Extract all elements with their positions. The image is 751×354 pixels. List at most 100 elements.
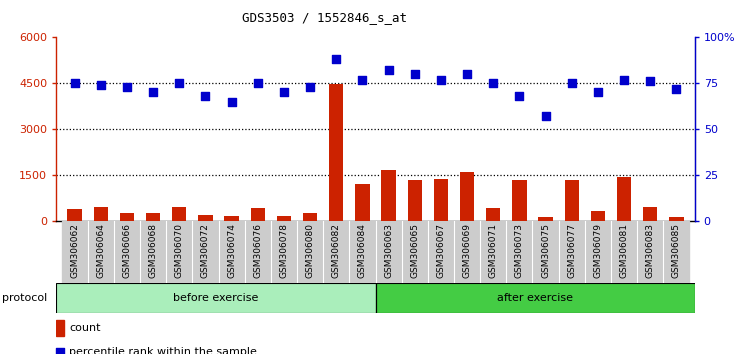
Point bbox=[147, 90, 159, 95]
Text: GSM306073: GSM306073 bbox=[515, 223, 524, 278]
Point bbox=[644, 79, 656, 84]
Text: GSM306072: GSM306072 bbox=[201, 223, 210, 278]
Bar bbox=[428, 221, 454, 283]
Text: after exercise: after exercise bbox=[497, 293, 573, 303]
Bar bbox=[68, 209, 82, 221]
Bar bbox=[271, 221, 297, 283]
Text: GSM306083: GSM306083 bbox=[646, 223, 655, 278]
Point bbox=[539, 114, 551, 119]
Bar bbox=[276, 216, 291, 221]
Bar bbox=[663, 221, 689, 283]
Bar bbox=[56, 283, 376, 313]
Point bbox=[671, 86, 683, 92]
Bar bbox=[355, 184, 369, 221]
Bar bbox=[114, 221, 140, 283]
Point bbox=[592, 90, 604, 95]
Text: GSM306068: GSM306068 bbox=[149, 223, 158, 278]
Bar bbox=[585, 221, 611, 283]
Bar bbox=[140, 221, 166, 283]
Text: GSM306063: GSM306063 bbox=[384, 223, 393, 278]
Bar bbox=[297, 221, 323, 283]
Point bbox=[252, 80, 264, 86]
Point bbox=[435, 77, 447, 82]
Bar bbox=[591, 211, 605, 221]
Text: count: count bbox=[69, 323, 101, 333]
Bar bbox=[486, 208, 500, 221]
Bar bbox=[172, 207, 186, 221]
Bar bbox=[480, 221, 506, 283]
Point bbox=[487, 80, 499, 86]
Bar bbox=[506, 221, 532, 283]
Bar bbox=[454, 221, 480, 283]
Bar bbox=[402, 221, 428, 283]
Point bbox=[95, 82, 107, 88]
Bar bbox=[512, 180, 526, 221]
Bar bbox=[408, 180, 422, 221]
Point bbox=[278, 90, 290, 95]
Bar bbox=[56, 283, 376, 313]
Point bbox=[121, 84, 133, 90]
Text: GSM306084: GSM306084 bbox=[358, 223, 367, 278]
Text: GSM306065: GSM306065 bbox=[410, 223, 419, 278]
Text: GSM306062: GSM306062 bbox=[70, 223, 79, 278]
Bar bbox=[376, 221, 402, 283]
Text: protocol: protocol bbox=[2, 293, 47, 303]
Text: GSM306077: GSM306077 bbox=[567, 223, 576, 278]
Bar bbox=[119, 213, 134, 221]
Text: GSM306064: GSM306064 bbox=[96, 223, 105, 278]
Bar bbox=[198, 215, 213, 221]
Text: GSM306067: GSM306067 bbox=[436, 223, 445, 278]
Bar bbox=[225, 216, 239, 221]
Bar bbox=[329, 84, 343, 221]
Bar bbox=[434, 179, 448, 221]
Bar bbox=[88, 221, 114, 283]
Bar bbox=[669, 217, 683, 221]
Text: GSM306080: GSM306080 bbox=[306, 223, 315, 278]
Bar bbox=[323, 221, 349, 283]
Point bbox=[330, 56, 342, 62]
Text: GSM306071: GSM306071 bbox=[489, 223, 498, 278]
Bar bbox=[643, 207, 657, 221]
Text: GSM306081: GSM306081 bbox=[620, 223, 629, 278]
Text: GSM306070: GSM306070 bbox=[175, 223, 184, 278]
Text: GDS3503 / 1552846_s_at: GDS3503 / 1552846_s_at bbox=[242, 11, 407, 24]
Point bbox=[200, 93, 212, 99]
Bar bbox=[56, 320, 65, 336]
Text: before exercise: before exercise bbox=[173, 293, 258, 303]
Bar bbox=[538, 217, 553, 221]
Point bbox=[304, 84, 316, 90]
Point bbox=[409, 71, 421, 77]
Bar bbox=[62, 221, 88, 283]
Bar bbox=[617, 177, 632, 221]
Point bbox=[173, 80, 185, 86]
Bar bbox=[376, 283, 695, 313]
Text: percentile rank within the sample: percentile rank within the sample bbox=[69, 347, 257, 354]
Bar bbox=[94, 207, 108, 221]
Text: GSM306066: GSM306066 bbox=[122, 223, 131, 278]
Text: GSM306069: GSM306069 bbox=[463, 223, 472, 278]
Text: GSM306076: GSM306076 bbox=[253, 223, 262, 278]
Bar bbox=[559, 221, 585, 283]
Text: GSM306074: GSM306074 bbox=[227, 223, 236, 278]
Text: GSM306079: GSM306079 bbox=[593, 223, 602, 278]
Point bbox=[357, 77, 369, 82]
Bar bbox=[611, 221, 637, 283]
Bar bbox=[251, 208, 265, 221]
Bar bbox=[192, 221, 219, 283]
Bar bbox=[376, 283, 695, 313]
Bar bbox=[303, 213, 317, 221]
Point bbox=[68, 80, 80, 86]
Point bbox=[618, 77, 630, 82]
Point bbox=[461, 71, 473, 77]
Text: GSM306085: GSM306085 bbox=[672, 223, 681, 278]
Bar bbox=[637, 221, 663, 283]
Point bbox=[566, 80, 578, 86]
Text: GSM306082: GSM306082 bbox=[332, 223, 341, 278]
Bar bbox=[382, 170, 396, 221]
Bar bbox=[532, 221, 559, 283]
Bar bbox=[146, 213, 160, 221]
Bar bbox=[565, 180, 579, 221]
Point bbox=[54, 349, 66, 354]
Point bbox=[514, 93, 526, 99]
Point bbox=[225, 99, 237, 104]
